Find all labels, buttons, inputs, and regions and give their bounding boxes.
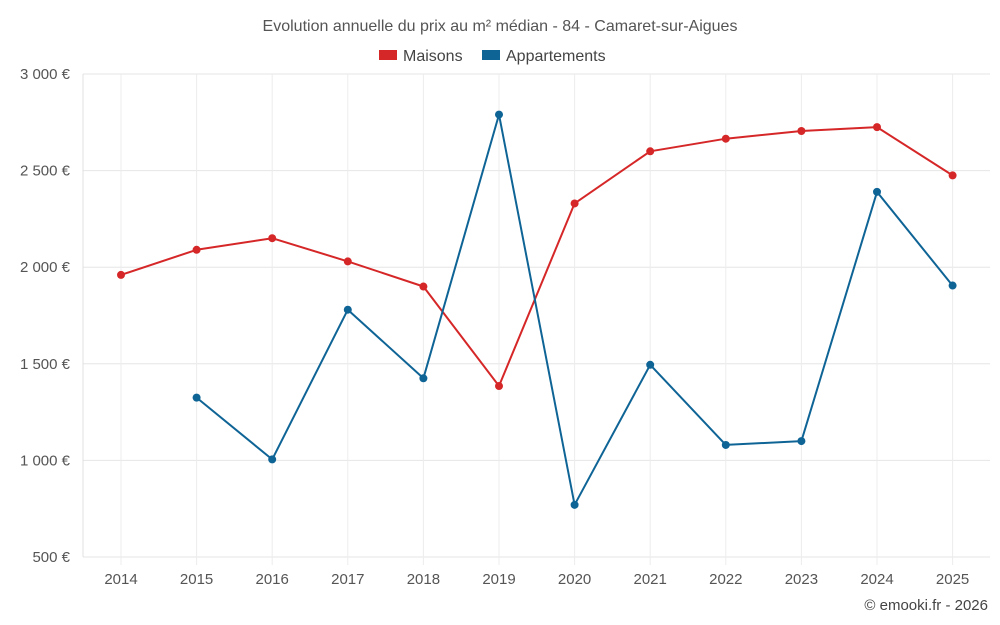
point-maisons-2025 [948, 171, 957, 180]
x-tick-label: 2017 [331, 571, 364, 588]
x-tick-label: 2018 [407, 571, 440, 588]
series-appartements [192, 110, 957, 509]
x-tick-label: 2023 [785, 571, 818, 588]
point-maisons-2020 [570, 199, 579, 208]
legend: Maisons Appartements [379, 48, 606, 65]
x-tick-label: 2014 [104, 571, 137, 588]
x-tick-label: 2016 [256, 571, 289, 588]
point-appartements-2020 [570, 500, 579, 509]
point-appartements-2016 [268, 455, 277, 464]
grid [82, 73, 990, 565]
point-maisons-2022 [721, 134, 730, 143]
x-tick-label: 2021 [634, 571, 667, 588]
point-maisons-2023 [797, 126, 806, 135]
legend-label-maisons: Maisons [403, 48, 463, 65]
chart-title: Evolution annuelle du prix au m² médian … [263, 18, 738, 35]
point-appartements-2021 [646, 360, 655, 369]
legend-label-appartements: Appartements [506, 48, 606, 65]
legend-swatch-appartements [482, 50, 500, 60]
point-appartements-2023 [797, 437, 806, 446]
x-tick-label: 2019 [482, 571, 515, 588]
x-tick-label: 2022 [709, 571, 742, 588]
point-maisons-2016 [268, 234, 277, 243]
point-maisons-2019 [495, 382, 503, 391]
plot-area [117, 110, 957, 509]
series-line-maisons [120, 126, 954, 387]
point-maisons-2024 [873, 123, 881, 132]
point-appartements-2025 [948, 281, 957, 290]
point-appartements-2018 [419, 374, 428, 383]
point-maisons-2018 [419, 282, 428, 291]
point-maisons-2014 [117, 270, 125, 279]
legend-swatch-maisons [379, 50, 397, 60]
legend-item-maisons: Maisons [379, 48, 463, 65]
y-tick-label: 500 € [32, 549, 70, 566]
credit-text: © emooki.fr - 2026 [864, 597, 988, 614]
y-tick-label: 2 000 € [20, 259, 71, 276]
legend-item-appartements: Appartements [482, 48, 606, 65]
point-maisons-2021 [646, 147, 655, 156]
series-maisons [117, 123, 957, 391]
y-tick-label: 1 500 € [20, 356, 71, 373]
point-appartements-2019 [495, 110, 503, 119]
y-axis: 500 € 1 000 € 1 500 € 2 000 € 2 500 € 3 000 € [20, 66, 71, 566]
point-maisons-2015 [192, 245, 201, 254]
x-tick-label: 2025 [936, 571, 969, 588]
point-appartements-2017 [343, 305, 352, 314]
x-tick-label: 2024 [860, 571, 893, 588]
point-appartements-2022 [721, 440, 730, 449]
x-axis: 2014 2015 2016 2017 2018 2019 2020 2021 2022 2023… [104, 571, 969, 588]
y-tick-label: 2 500 € [20, 163, 71, 180]
y-tick-label: 3 000 € [20, 66, 71, 83]
x-tick-label: 2020 [558, 571, 591, 588]
point-appartements-2024 [873, 187, 881, 196]
y-tick-label: 1 000 € [20, 452, 71, 469]
point-appartements-2015 [192, 393, 201, 402]
x-tick-label: 2015 [180, 571, 213, 588]
point-maisons-2017 [343, 257, 352, 266]
